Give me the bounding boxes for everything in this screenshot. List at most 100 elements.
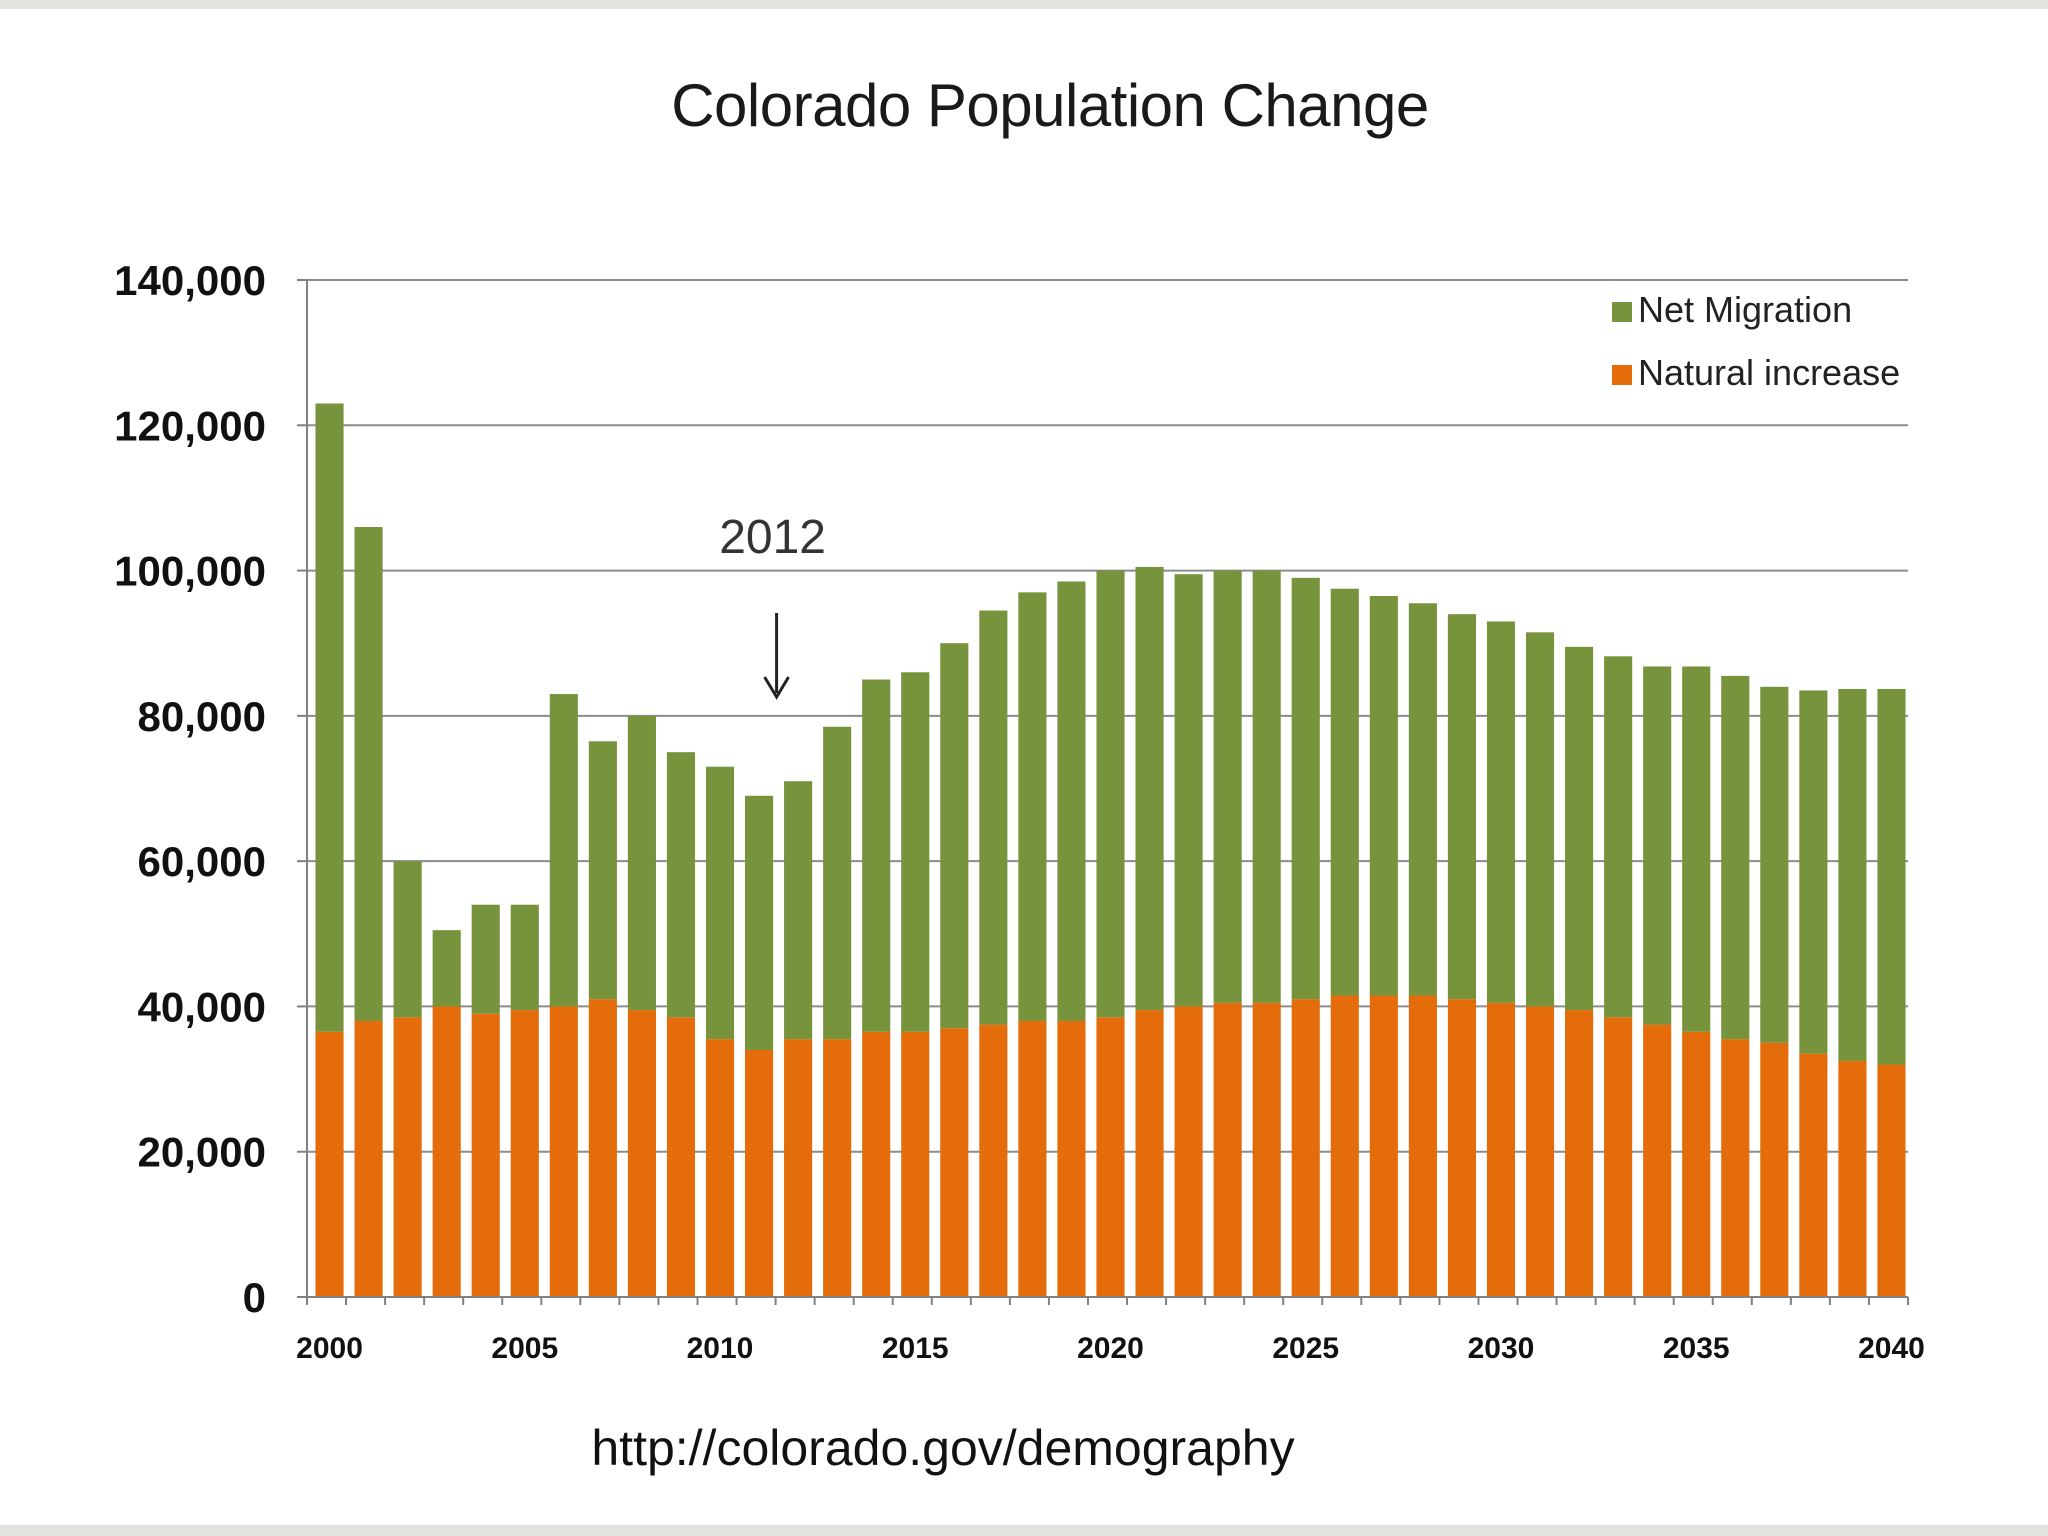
y-tick-label: 100,000	[114, 548, 266, 595]
bar-natural-increase-2036	[1721, 1039, 1750, 1297]
legend-label-0: Net Migration	[1638, 289, 1852, 330]
bar-net-migration-2016	[940, 643, 969, 1029]
bar-net-migration-2026	[1330, 588, 1359, 996]
chart-title: Colorado Population Change	[671, 72, 1429, 139]
bar-net-migration-2032	[1565, 646, 1594, 1011]
legend: Net Migration Natural increase	[1612, 289, 1900, 393]
x-axis-ticks: 2000 2005 2010 2015 2020 2025 2030 2035 2040	[296, 1332, 1925, 1365]
bar-natural-increase-2015	[901, 1031, 930, 1297]
bar-net-migration-2027	[1369, 595, 1398, 996]
bar-net-migration-2009	[666, 752, 696, 1018]
bar-natural-increase-2008	[627, 1010, 656, 1297]
bar-natural-increase-2021	[1135, 1010, 1164, 1297]
bar-net-migration-2028	[1408, 603, 1437, 996]
bar-natural-increase-2010	[705, 1039, 735, 1297]
bar-natural-increase-2024	[1252, 1002, 1281, 1297]
bar-net-migration-2002	[393, 861, 422, 1018]
bar-natural-increase-2033	[1604, 1017, 1633, 1297]
y-tick-label: 40,000	[138, 983, 266, 1030]
x-tick-label: 2005	[491, 1332, 558, 1365]
y-tick-label: 80,000	[138, 693, 266, 740]
bar-natural-increase-2020	[1096, 1017, 1125, 1297]
bar-net-migration-2020	[1096, 570, 1125, 1018]
bar-net-migration-2017	[979, 610, 1008, 1025]
bar-net-migration-2039	[1838, 688, 1867, 1061]
bar-natural-increase-2031	[1525, 1006, 1555, 1297]
bar-natural-increase-2035	[1682, 1031, 1711, 1297]
bar-net-migration-2015	[901, 672, 930, 1032]
slide: Colorado Population Change 0 20,000 40,000…	[0, 9, 2048, 1525]
bar-natural-increase-2011	[745, 1050, 774, 1297]
bar-net-migration-2018	[1018, 592, 1047, 1021]
bar-natural-increase-2027	[1369, 995, 1398, 1297]
bar-natural-increase-2037	[1760, 1042, 1789, 1297]
bar-natural-increase-2007	[588, 999, 617, 1297]
x-tick-label: 2025	[1272, 1332, 1339, 1365]
annotation-arrow-head	[763, 676, 790, 700]
bar-natural-increase-2017	[979, 1024, 1008, 1297]
x-tick-label: 2015	[882, 1332, 949, 1365]
bar-natural-increase-2032	[1565, 1010, 1594, 1297]
bar-net-migration-2031	[1525, 632, 1555, 1007]
bar-natural-increase-2003	[432, 1006, 461, 1297]
bar-natural-increase-2004	[471, 1013, 500, 1297]
legend-swatch-0	[1612, 302, 1632, 322]
bar-natural-increase-2039	[1838, 1060, 1867, 1297]
bar-net-migration-2030	[1486, 621, 1516, 1003]
bar-net-migration-2006	[549, 694, 578, 1007]
bar-net-migration-2021	[1135, 566, 1164, 1011]
bar-net-migration-2038	[1799, 690, 1828, 1054]
bar-net-migration-2023	[1213, 570, 1242, 1003]
bar-natural-increase-2026	[1330, 995, 1359, 1297]
bar-natural-increase-2000	[315, 1031, 344, 1297]
x-tick-label: 2030	[1468, 1332, 1535, 1365]
bar-natural-increase-2006	[549, 1006, 578, 1297]
legend-label-1: Natural increase	[1638, 352, 1900, 393]
bar-natural-increase-2022	[1174, 1006, 1203, 1297]
x-tick-label: 2020	[1077, 1332, 1144, 1365]
bar-net-migration-2035	[1682, 666, 1711, 1032]
bar-natural-increase-2023	[1213, 1002, 1242, 1297]
bar-net-migration-2000	[315, 403, 344, 1032]
bar-natural-increase-2002	[393, 1017, 422, 1297]
y-tick-label: 60,000	[138, 838, 266, 885]
y-tick-label: 0	[243, 1274, 266, 1321]
bar-net-migration-2037	[1760, 686, 1789, 1043]
source-url[interactable]: http://colorado.gov/demography	[591, 1420, 1295, 1476]
bar-natural-increase-2016	[940, 1028, 969, 1297]
y-tick-label: 120,000	[114, 402, 266, 449]
bar-net-migration-2033	[1604, 656, 1633, 1018]
x-tick-label: 2040	[1858, 1332, 1925, 1365]
x-tick-label: 2010	[687, 1332, 754, 1365]
x-tick-label: 2035	[1663, 1332, 1730, 1365]
bar-net-migration-2010	[705, 766, 735, 1040]
bar-natural-increase-2012	[784, 1039, 813, 1297]
bar-net-migration-2008	[627, 715, 656, 1011]
bar-net-migration-2036	[1721, 675, 1750, 1040]
bar-natural-increase-2013	[823, 1039, 852, 1297]
bar-net-migration-2011	[745, 795, 774, 1051]
bar-natural-increase-2025	[1291, 999, 1320, 1297]
bar-net-migration-2029	[1447, 614, 1476, 1000]
bar-net-migration-2003	[432, 930, 461, 1007]
bar-net-migration-2004	[471, 904, 500, 1014]
bar-natural-increase-2019	[1057, 1020, 1086, 1297]
bars	[315, 403, 1906, 1297]
bar-net-migration-2014	[862, 679, 891, 1032]
chart-plot: 0 20,000 40,000 60,000 80,000 100,000 120,000 1…	[114, 257, 1925, 1365]
bar-natural-increase-2009	[666, 1017, 696, 1297]
annotation-label: 2012	[719, 511, 826, 564]
bar-natural-increase-2028	[1408, 995, 1437, 1297]
y-tick-label: 20,000	[138, 1129, 266, 1176]
bar-natural-increase-2038	[1799, 1053, 1828, 1297]
axes	[297, 279, 1909, 1305]
bar-natural-increase-2040	[1877, 1064, 1906, 1297]
bar-natural-increase-2034	[1643, 1024, 1672, 1297]
bar-net-migration-2040	[1877, 688, 1906, 1065]
bar-net-migration-2024	[1252, 570, 1281, 1003]
bar-natural-increase-2005	[510, 1010, 539, 1297]
legend-swatch-1	[1612, 365, 1632, 385]
bar-net-migration-2012	[784, 781, 813, 1040]
bar-net-migration-2001	[354, 526, 383, 1021]
bar-net-migration-2005	[510, 904, 539, 1011]
